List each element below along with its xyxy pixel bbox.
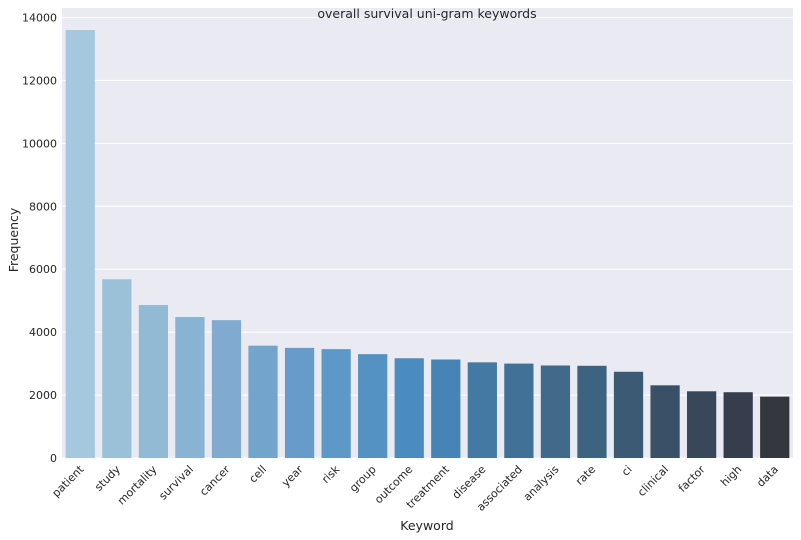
y-axis-ticks: 0 2000 4000 6000 8000 10000 12000 14000 bbox=[22, 11, 57, 465]
bar-ci bbox=[613, 371, 644, 458]
bar-disease bbox=[467, 362, 497, 458]
bar-treatment bbox=[431, 359, 461, 458]
x-tick-label-cell: cell bbox=[247, 463, 270, 486]
bar-cell bbox=[248, 345, 278, 458]
x-tick-label-ci: ci bbox=[619, 463, 635, 479]
bar-study bbox=[102, 279, 132, 458]
bar-clinical bbox=[650, 385, 680, 458]
bar-outcome bbox=[394, 358, 424, 458]
bar-mortality bbox=[138, 305, 168, 458]
x-tick-label-high: high bbox=[718, 463, 744, 489]
y-tick-label: 2000 bbox=[29, 389, 57, 402]
bar-cancer bbox=[211, 320, 242, 458]
y-tick-label: 6000 bbox=[29, 263, 57, 276]
bar-associated bbox=[504, 363, 534, 458]
chart-title: overall survival uni-gram keywords bbox=[317, 6, 536, 21]
x-tick-label-cancer: cancer bbox=[197, 463, 233, 499]
x-tick-label-study: study bbox=[92, 463, 123, 494]
x-tick-label-factor: factor bbox=[676, 463, 708, 495]
x-tick-label-survival: survival bbox=[156, 463, 196, 503]
y-axis-label: Frequency bbox=[6, 207, 21, 272]
y-tick-label: 10000 bbox=[22, 137, 57, 150]
bar-rate bbox=[577, 365, 607, 458]
x-tick-label-year: year bbox=[279, 463, 306, 490]
bars bbox=[65, 30, 790, 458]
x-tick-label-rate: rate bbox=[573, 463, 598, 488]
bar-risk bbox=[321, 349, 351, 458]
bar-data bbox=[760, 396, 790, 458]
bar-high bbox=[723, 392, 753, 458]
x-tick-label-patient: patient bbox=[50, 462, 87, 499]
x-tick-label-group: group bbox=[347, 463, 379, 495]
y-tick-label: 8000 bbox=[29, 200, 57, 213]
x-tick-label-data: data bbox=[754, 463, 781, 490]
bar-patient bbox=[65, 30, 95, 458]
y-tick-label: 4000 bbox=[29, 326, 57, 339]
x-tick-label-clinical: clinical bbox=[635, 463, 671, 499]
x-tick-label-mortality: mortality bbox=[115, 463, 160, 508]
y-tick-label: 14000 bbox=[22, 11, 57, 24]
bar-survival bbox=[175, 317, 205, 458]
y-tick-label: 12000 bbox=[22, 74, 57, 87]
bar-year bbox=[284, 347, 315, 458]
bar-group bbox=[358, 354, 388, 458]
bar-factor bbox=[687, 391, 717, 458]
bar-analysis bbox=[540, 365, 571, 458]
x-tick-label-analysis: analysis bbox=[521, 463, 562, 504]
x-axis-label: Keyword bbox=[400, 518, 453, 533]
y-tick-label: 0 bbox=[50, 452, 57, 465]
plot-background bbox=[62, 8, 793, 458]
x-tick-label-risk: risk bbox=[319, 462, 343, 486]
